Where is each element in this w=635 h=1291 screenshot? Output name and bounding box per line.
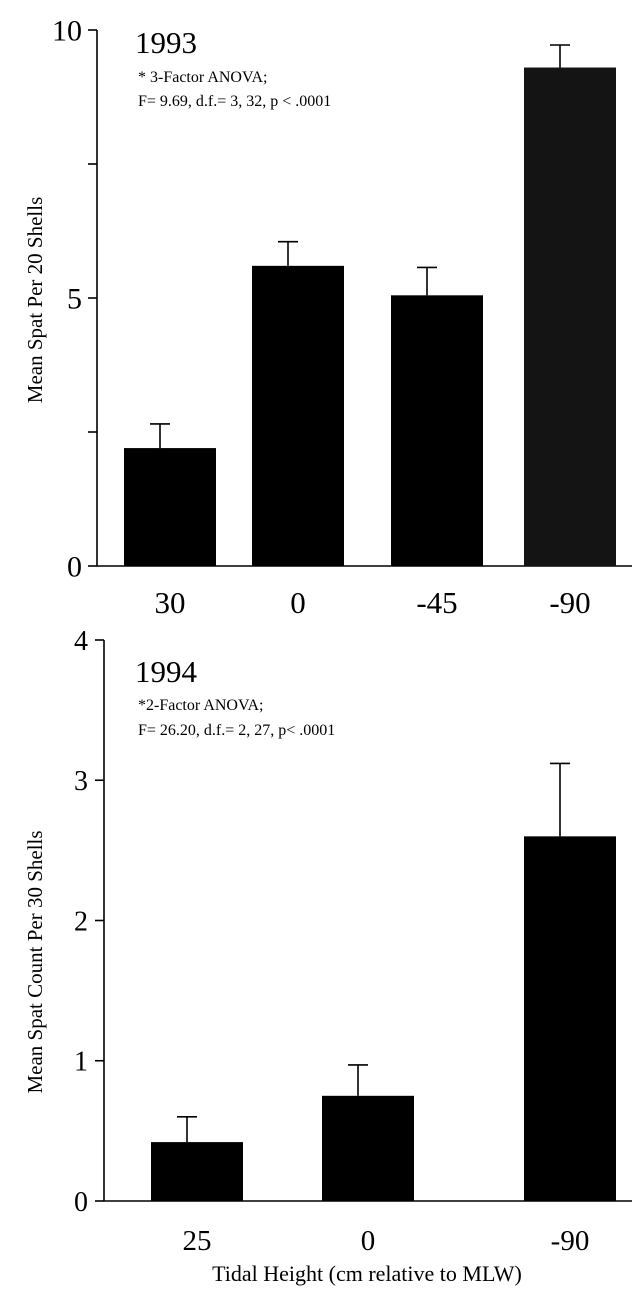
chart-1994-y-tick-label: 3 <box>74 766 88 797</box>
chart-1994-x-tick-label: -90 <box>551 1225 590 1257</box>
chart-1993-x-tick-label: 0 <box>290 585 306 620</box>
chart-1994-y-tick-label: 0 <box>74 1187 88 1218</box>
chart-1993-x-tick-label: -45 <box>416 585 457 620</box>
chart-1994-bar <box>524 836 616 1201</box>
chart-1993-x-tick-label: 30 <box>155 585 186 620</box>
chart-1994-bar <box>322 1095 414 1201</box>
chart-1993-title: 1993 <box>135 25 197 60</box>
chart-1994-annotation-line-1: *2-Factor ANOVA; <box>138 697 263 714</box>
chart-1994-annotation-line-2: F= 26.20, d.f.= 2, 27, p< .0001 <box>138 722 335 739</box>
chart-1993-y-tick-label: 10 <box>52 15 82 48</box>
chart-1994: 1994 *2-Factor ANOVA; F= 26.20, d.f.= 2,… <box>23 626 632 1286</box>
chart-1993-annotation-line-1: * 3-Factor ANOVA; <box>138 69 267 86</box>
chart-1993-y-tick-label: 5 <box>67 283 82 316</box>
chart-1994-y-tick-label: 4 <box>74 626 88 657</box>
chart-1994-title: 1994 <box>135 654 198 689</box>
chart-1994-y-tick-label: 2 <box>74 906 88 937</box>
chart-1994-x-axis-label: Tidal Height (cm relative to MLW) <box>212 1261 522 1286</box>
chart-1994-x-tick-label: 25 <box>183 1225 212 1257</box>
chart-1993-bar <box>391 295 483 566</box>
chart-1993-bar <box>524 67 616 567</box>
chart-1993-annotation-line-2: F= 9.69, d.f.= 3, 32, p < .0001 <box>138 93 331 110</box>
chart-1994-y-axis-label: Mean Spat Count Per 30 Shells <box>23 830 47 1093</box>
chart-1994-bar <box>151 1142 243 1201</box>
chart-1994-x-tick-label: 0 <box>361 1225 376 1257</box>
chart-1993-y-tick-label: 0 <box>67 551 82 584</box>
chart-1993-bar <box>252 265 344 566</box>
chart-1993-bar <box>124 448 216 566</box>
chart-1993-x-tick-label: -90 <box>549 585 590 620</box>
chart-1993: 1993 * 3-Factor ANOVA; F= 9.69, d.f.= 3,… <box>23 15 632 620</box>
chart-1994-y-tick-label: 1 <box>74 1047 88 1078</box>
chart-1993-y-axis-label: Mean Spat Per 20 Shells <box>23 197 47 403</box>
